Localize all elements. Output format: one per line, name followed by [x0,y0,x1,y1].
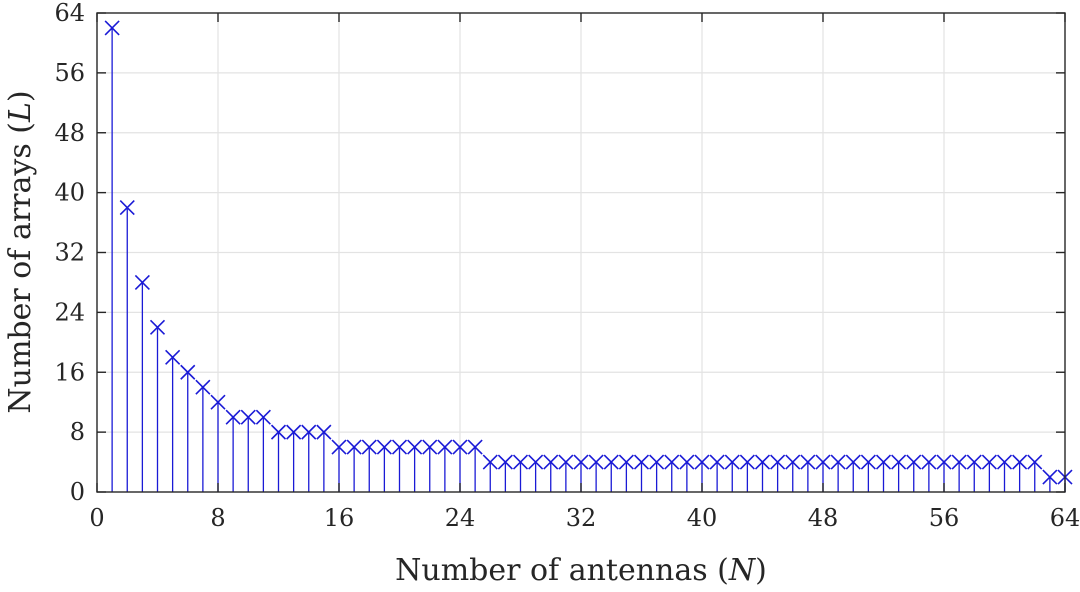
stem-marker [800,454,816,470]
stem-marker [134,274,150,291]
stem-marker [119,200,135,216]
stem-marker [497,454,513,470]
x-axis-label: Number of antennas (N) [395,553,767,588]
stem-marker [407,439,423,455]
y-tick-label: 16 [54,358,85,386]
stem-marker [603,454,619,470]
stem-marker [936,454,952,470]
stem-marker [588,454,604,470]
stem-marker [210,394,226,410]
y-tick-label: 56 [54,59,85,87]
stem-marker [633,454,650,470]
stem-marker [255,409,271,425]
y-tick-label: 0 [70,478,85,506]
stem-marker [543,454,559,470]
stem-marker [815,454,831,470]
stem-marker [391,439,408,455]
stem-marker [891,454,907,470]
stem-marker [1042,469,1058,485]
y-tick-label: 64 [54,0,85,27]
stem-marker [286,424,302,440]
stem-marker [301,424,317,440]
stem-marker [270,424,287,440]
stem-marker [467,439,483,455]
y-tick-label: 8 [70,418,85,446]
stem-marker [528,454,544,470]
stem-marker [195,379,211,395]
stem-marker [785,454,801,470]
stem-marker [860,454,876,470]
x-axis-variable: N [728,553,757,588]
stem-marker [694,454,710,470]
stem-marker [739,454,755,470]
stem-marker [180,364,196,380]
stem-marker [1012,454,1028,470]
stem-marker [875,454,892,470]
stem-marker [981,454,997,470]
ticks: 0 8 16 24 32 40 48 56 64 0 8 16 24 32 40 48 56 64 [54,0,1080,532]
stem-marker [1027,454,1043,470]
stem-marker [996,454,1013,470]
stem-marker [240,409,256,425]
stem-marker [512,454,529,470]
x-tick-label: 24 [445,504,476,532]
stem-marker [966,454,982,470]
stem-marker [558,454,574,470]
x-tick-label: 0 [89,504,104,532]
x-tick-label: 48 [808,504,839,532]
x-tick-label: 16 [324,504,355,532]
stem-marker [316,424,332,440]
stem-marker [149,319,166,335]
stem-marker [754,454,771,470]
x-tick-label: 56 [929,504,960,532]
x-tick-label: 64 [1050,504,1080,532]
stem-marker [664,454,680,470]
stem-marker [951,454,967,470]
stem-marker [437,439,453,455]
x-tick-label: 8 [210,504,225,532]
stem-marker [845,454,861,470]
stem-marker [770,454,786,470]
stem-marker [331,439,347,455]
grid [97,13,1065,492]
stem-marker [921,454,937,470]
stem-marker [361,439,377,455]
stem-marker [906,454,922,470]
x-tick-label: 40 [687,504,718,532]
stem-marker [618,454,634,470]
stem-marker [104,20,120,36]
y-tick-label: 32 [54,239,85,267]
y-tick-label: 24 [54,298,85,326]
y-tick-label: 48 [54,119,85,147]
stem-marker [649,454,665,470]
stem-marker [679,454,695,470]
stem-marker [830,454,846,470]
stem-marker [225,409,241,425]
stem-marker [724,454,740,470]
y-axis-variable: L [3,102,38,123]
stem-marker [165,349,181,365]
y-tick-label: 40 [54,179,85,207]
stem-marker [452,439,468,455]
x-tick-label: 32 [566,504,597,532]
stem-marker [573,454,589,470]
stem-marker [376,439,392,455]
stem-marker [346,439,362,455]
series [104,20,1073,492]
y-axis-label: Number of arrays (L) [3,90,38,413]
stem-marker [422,439,438,455]
stem-marker [709,454,725,470]
stem-marker [482,454,498,470]
